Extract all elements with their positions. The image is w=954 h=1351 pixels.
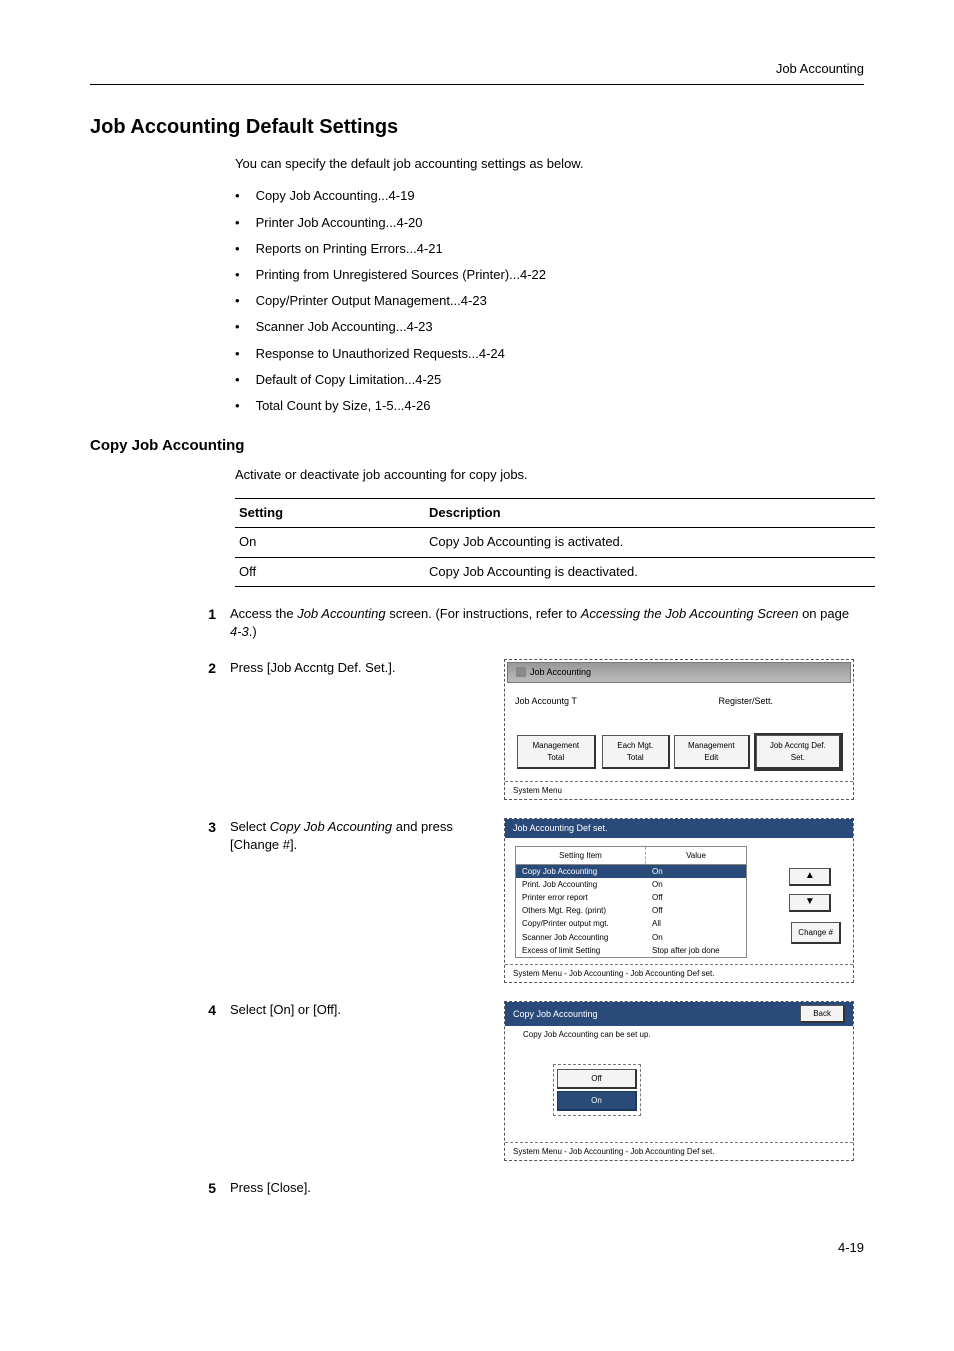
t: 4-3 [230, 624, 249, 639]
col-header: Value [646, 847, 746, 864]
col-setting: Setting [235, 499, 425, 528]
step-4: 4 Select [On] or [Off]. Copy Job Account… [90, 1001, 864, 1161]
back-button[interactable]: Back [800, 1005, 845, 1023]
toc-item: Default of Copy Limitation...4-25 [235, 371, 864, 389]
step-number: 5 [190, 1179, 216, 1199]
cell: On [235, 528, 425, 557]
step-number: 1 [190, 605, 216, 625]
on-option[interactable]: On [557, 1091, 637, 1111]
option-group: Off On [553, 1064, 641, 1116]
v: Off [646, 904, 746, 917]
settings-list: Setting Item Value Copy Job AccountingOn… [515, 846, 747, 959]
mgmt-edit-button[interactable]: Management Edit [674, 735, 750, 768]
scroll-up-button[interactable]: ▲ [789, 868, 831, 886]
table-row: On Copy Job Accounting is activated. [235, 528, 875, 557]
title-icon [516, 667, 526, 677]
step-5: 5 Press [Close]. [90, 1179, 864, 1199]
screen-subtitle: Copy Job Accounting can be set up. [505, 1026, 853, 1043]
v: Stop after job done [646, 944, 746, 957]
screen-title: Job Accounting [530, 666, 591, 679]
header-rule [90, 84, 864, 85]
t: Job Accounting [297, 606, 385, 621]
change-button[interactable]: Change # [791, 922, 841, 944]
step-number: 4 [190, 1001, 216, 1021]
k: Printer error report [516, 891, 646, 904]
intro-text: You can specify the default job accounti… [235, 155, 864, 173]
step-text: Select [On] or [Off]. [230, 1001, 504, 1019]
t: Select [230, 819, 270, 834]
list-item[interactable]: Copy/Printer output mgt.All [516, 917, 746, 930]
screen-job-accounting: Job Accounting Job Accountg T Register/S… [504, 659, 854, 800]
k: Others Mgt. Reg. (print) [516, 904, 646, 917]
step-number: 3 [190, 818, 216, 838]
screen-title: Copy Job Accounting [513, 1008, 598, 1021]
v: All [646, 917, 746, 930]
k: Excess of limit Setting [516, 944, 646, 957]
step-text: Press [Job Accntg Def. Set.]. [230, 659, 504, 677]
cell: Copy Job Accounting is deactivated. [425, 557, 875, 586]
toc-item: Printer Job Accounting...4-20 [235, 214, 864, 232]
v: On [646, 931, 746, 944]
k: Scanner Job Accounting [516, 931, 646, 944]
list-item[interactable]: Others Mgt. Reg. (print)Off [516, 904, 746, 917]
list-item[interactable]: Scanner Job AccountingOn [516, 931, 746, 944]
mgmt-total-button[interactable]: Management Total [517, 735, 596, 768]
screen-def-set-list: Job Accounting Def set. Setting Item Val… [504, 818, 854, 983]
settings-table: Setting Description On Copy Job Accounti… [235, 498, 875, 587]
list-item[interactable]: Excess of limit SettingStop after job do… [516, 944, 746, 957]
t: .) [249, 624, 257, 639]
toc-list: Copy Job Accounting...4-19 Printer Job A… [235, 187, 864, 415]
toc-item: Copy Job Accounting...4-19 [235, 187, 864, 205]
cell: Copy Job Accounting is activated. [425, 528, 875, 557]
v: On [646, 878, 746, 891]
scroll-down-button[interactable]: ▼ [789, 894, 831, 912]
subintro: Activate or deactivate job accounting fo… [235, 466, 864, 484]
page-number: 4-19 [90, 1239, 864, 1257]
k: Copy Job Accounting [516, 865, 646, 878]
list-item[interactable]: Printer error reportOff [516, 891, 746, 904]
screen-footer: System Menu - Job Accounting - Job Accou… [505, 1142, 853, 1160]
screen-footer: System Menu [505, 781, 853, 799]
step-1: 1 Access the Job Accounting screen. (For… [90, 605, 864, 641]
step-3: 3 Select Copy Job Accounting and press [… [90, 818, 864, 983]
list-item[interactable]: Copy Job AccountingOn [516, 865, 746, 878]
page-title: Job Accounting Default Settings [90, 113, 864, 141]
label: Register/Sett. [718, 695, 773, 708]
v: Off [646, 891, 746, 904]
col-header: Setting Item [516, 847, 646, 864]
toc-item: Total Count by Size, 1-5...4-26 [235, 397, 864, 415]
t: on page [798, 606, 849, 621]
step-2: 2 Press [Job Accntg Def. Set.]. Job Acco… [90, 659, 864, 800]
job-accntg-def-set-button[interactable]: Job Accntg Def. Set. [756, 735, 841, 768]
step-text: Select Copy Job Accounting and press [Ch… [230, 818, 504, 854]
screen-titlebar: Job Accounting [507, 662, 851, 683]
step-text: Access the Job Accounting screen. (For i… [230, 605, 864, 641]
toc-item: Response to Unauthorized Requests...4-24 [235, 345, 864, 363]
screen-footer: System Menu - Job Accounting - Job Accou… [505, 964, 853, 982]
screen-copy-job-accounting: Copy Job Accounting Back Copy Job Accoun… [504, 1001, 854, 1161]
toc-item: Scanner Job Accounting...4-23 [235, 318, 864, 336]
k: Print. Job Accounting [516, 878, 646, 891]
page-header: Job Accounting [90, 60, 864, 78]
t: screen. (For instructions, refer to [386, 606, 581, 621]
table-row: Off Copy Job Accounting is deactivated. [235, 557, 875, 586]
step-text: Press [Close]. [230, 1179, 864, 1197]
step-number: 2 [190, 659, 216, 679]
toc-item: Printing from Unregistered Sources (Prin… [235, 266, 864, 284]
t: Copy Job Accounting [270, 819, 392, 834]
subheading: Copy Job Accounting [90, 435, 864, 456]
v: On [646, 865, 746, 878]
each-mgt-total-button[interactable]: Each Mgt. Total [602, 735, 670, 768]
k: Copy/Printer output mgt. [516, 917, 646, 930]
col-description: Description [425, 499, 875, 528]
toc-item: Copy/Printer Output Management...4-23 [235, 292, 864, 310]
t: Accessing the Job Accounting Screen [581, 606, 799, 621]
t: Access the [230, 606, 297, 621]
screen-title: Job Accounting Def set. [505, 819, 853, 838]
off-option[interactable]: Off [557, 1069, 637, 1089]
list-item[interactable]: Print. Job AccountingOn [516, 878, 746, 891]
label: Job Accountg T [515, 695, 577, 708]
cell: Off [235, 557, 425, 586]
toc-item: Reports on Printing Errors...4-21 [235, 240, 864, 258]
